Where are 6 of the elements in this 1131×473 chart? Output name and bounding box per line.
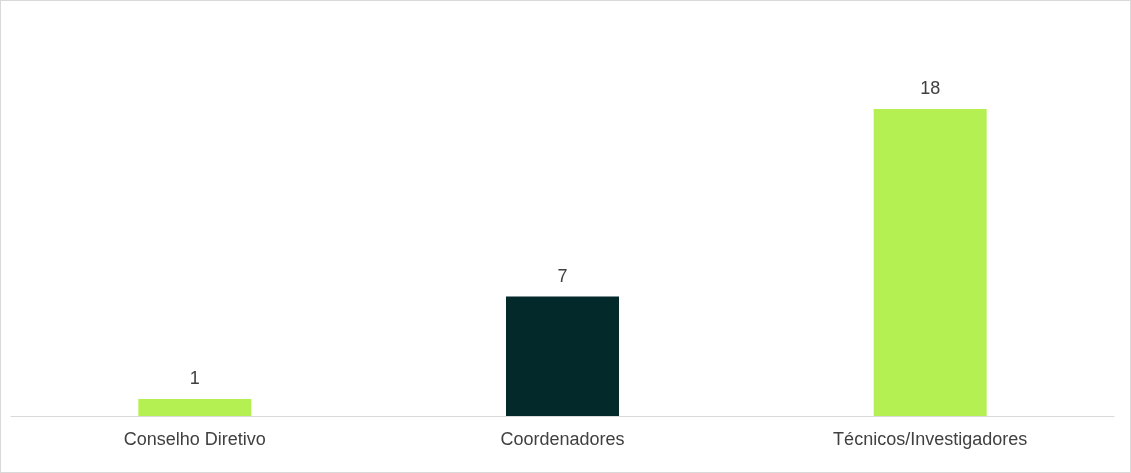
data-label: 18 — [920, 78, 941, 98]
data-label: 1 — [189, 367, 200, 388]
x-tick-label: Coordenadores — [500, 429, 625, 449]
x-tick-label: Técnicos/Investigadores — [833, 429, 1028, 449]
x-tick-label: Conselho Diretivo — [123, 429, 266, 449]
data-label: 7 — [557, 265, 568, 286]
